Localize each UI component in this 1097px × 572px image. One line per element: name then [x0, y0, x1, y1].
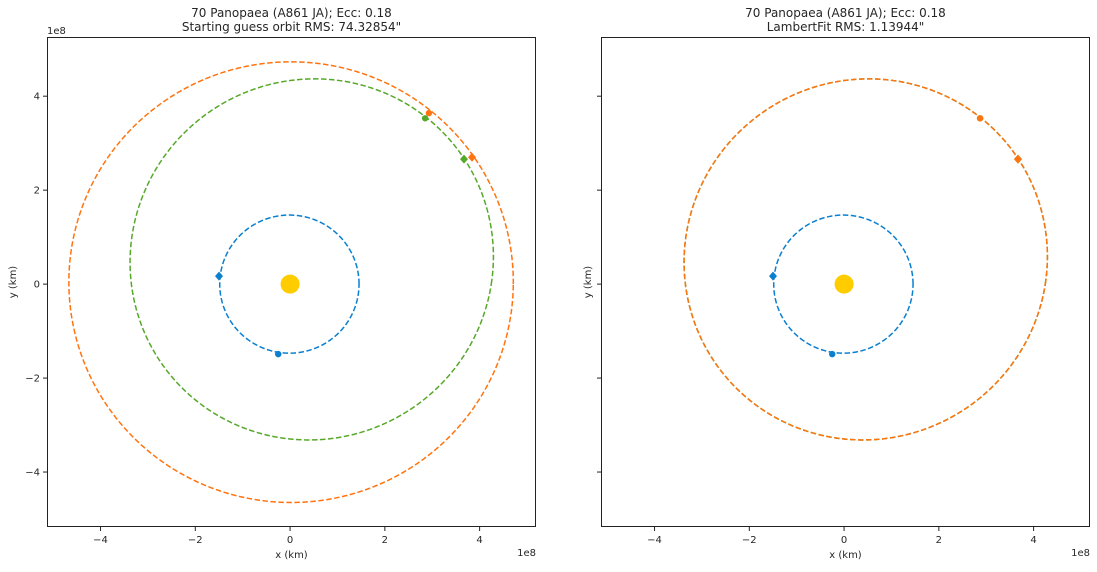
orbit-line-1	[772, 214, 914, 354]
plot-area	[68, 61, 515, 504]
y-tick-label: 2	[34, 186, 40, 197]
point-marker-diamond-1	[769, 271, 778, 281]
point-marker-circle-5	[976, 115, 984, 122]
plot-area	[683, 78, 1049, 441]
point-marker-diamond-6	[1013, 154, 1022, 164]
x-tick-label: −4	[93, 535, 108, 546]
orbit-line-3	[68, 61, 515, 504]
x-offset-label: 1e8	[517, 548, 536, 559]
x-tick-label: 4	[476, 535, 482, 546]
sun-marker	[834, 274, 854, 294]
axes-frame	[601, 37, 1090, 527]
point-marker-diamond-6	[468, 152, 477, 162]
orbit-line-2	[129, 78, 495, 441]
x-tick-label: 2	[382, 535, 388, 546]
orbit-line-1	[218, 214, 360, 354]
x-tick-label: 4	[1030, 535, 1036, 546]
x-tick-label: 0	[841, 535, 847, 546]
x-tick-label: 0	[287, 535, 293, 546]
y-offset-label: 1e8	[47, 26, 66, 37]
point-marker-circle-2	[829, 350, 836, 358]
chart-title-line-2: LambertFit RMS: 1.13944"	[767, 20, 925, 34]
y-tick-label: 0	[34, 280, 40, 291]
x-axis-label: x (km)	[275, 550, 308, 561]
y-axis-label: y (km)	[8, 266, 19, 299]
point-marker-circle-2	[275, 350, 282, 358]
x-tick-label: −4	[647, 535, 662, 546]
point-marker-diamond-1	[215, 271, 224, 281]
x-tick-label: −2	[742, 535, 757, 546]
point-marker-circle-3	[421, 115, 429, 122]
point-marker-circle-5	[425, 109, 433, 117]
orbit-line-3	[683, 78, 1049, 441]
x-axis-label: x (km)	[829, 550, 862, 561]
y-tick-label: −4	[25, 468, 40, 479]
y-tick-label: 4	[34, 92, 40, 103]
x-tick-label: −2	[188, 535, 203, 546]
y-axis-label: y (km)	[583, 266, 594, 299]
axes-2: 70 Panopaea (A861 JA); Ecc: 0.18LambertF…	[583, 6, 1090, 561]
y-tick-label: −2	[25, 374, 40, 385]
chart-title-line-1: 70 Panopaea (A861 JA); Ecc: 0.18	[745, 6, 946, 20]
chart-title-line-1: 70 Panopaea (A861 JA); Ecc: 0.18	[191, 6, 392, 20]
x-offset-label: 1e8	[1071, 548, 1090, 559]
x-tick-label: 2	[936, 535, 942, 546]
sun-marker	[280, 274, 300, 294]
point-marker-diamond-4	[459, 154, 468, 164]
axes-frame	[47, 37, 536, 527]
chart-title-line-2: Starting guess orbit RMS: 74.32854"	[182, 20, 401, 34]
axes-1: 70 Panopaea (A861 JA); Ecc: 0.18Starting…	[8, 6, 536, 561]
